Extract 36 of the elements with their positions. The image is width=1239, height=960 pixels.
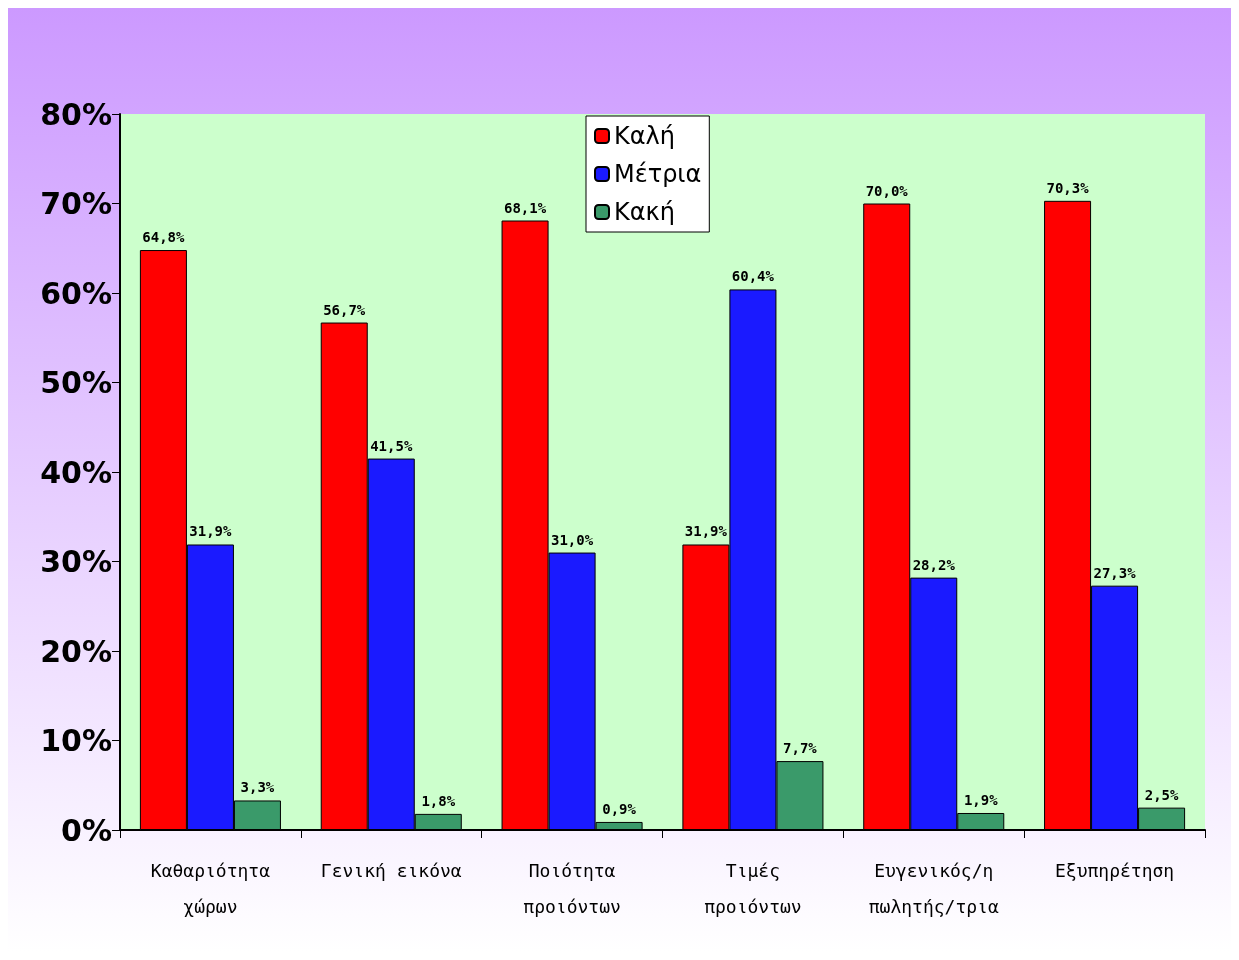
y-tick-label: 30% — [40, 544, 112, 579]
y-tick-label: 60% — [40, 275, 112, 311]
y-tick-label: 50% — [40, 365, 112, 400]
y-tick-label: 40% — [40, 454, 112, 490]
x-tick-label: Τιμές προιόντων — [704, 859, 802, 917]
legend-label: Κακή — [614, 198, 675, 226]
data-label: 56,7% — [323, 301, 366, 318]
data-label: 31,0% — [551, 531, 594, 548]
data-label: 27,3% — [1093, 564, 1137, 581]
data-label: 31,9% — [684, 523, 728, 540]
data-label: 0,9% — [602, 800, 637, 817]
data-label: 68,1% — [503, 199, 547, 216]
data-label: 64,8% — [142, 229, 186, 246]
data-label: 41,5% — [370, 437, 413, 454]
data-label: 3,3% — [240, 779, 275, 796]
y-tick-label: 20% — [40, 633, 112, 669]
y-tick-label: 0% — [61, 812, 112, 848]
x-tick-label: Καθαριότητα χώρων — [150, 859, 271, 917]
y-tick-label: 80% — [40, 96, 112, 132]
data-label: 1,8% — [421, 792, 456, 809]
data-label: 70,3% — [1046, 179, 1090, 196]
y-tick-label: 70% — [40, 186, 112, 221]
data-label: 70,0% — [865, 182, 909, 199]
y-tick-label: 10% — [40, 723, 112, 758]
x-tick-label: Ποιότητα προιόντων — [523, 859, 621, 917]
data-label: 31,9% — [189, 523, 233, 540]
data-label: 60,4% — [731, 268, 775, 285]
data-label: 28,2% — [912, 556, 956, 573]
data-label: 7,7% — [783, 740, 818, 757]
data-label: 1,9% — [963, 791, 999, 808]
x-tick-label: Εξυπηρέτηση — [1054, 859, 1175, 881]
x-tick-label: Ευγενικός/η πωλητής/τρια — [868, 859, 999, 917]
legend-label: Μέτρια — [614, 160, 702, 188]
data-label: 2,5% — [1144, 786, 1180, 803]
legend-label: Καλή — [614, 122, 675, 150]
x-tick-label: Γενική εικόνα — [320, 859, 462, 881]
